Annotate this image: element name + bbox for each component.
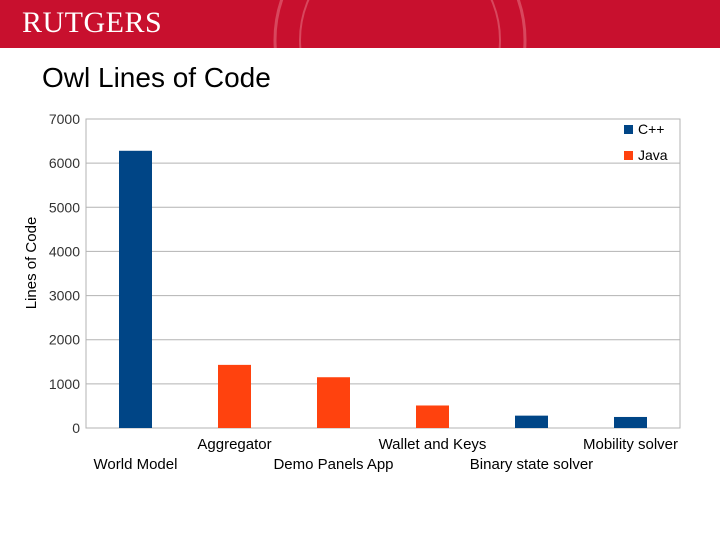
x-tick-label: Demo Panels App [273,456,393,473]
x-tick-label: Mobility solver [583,436,678,453]
y-tick-label: 2000 [49,332,80,348]
bars [119,150,647,429]
legend-swatch [624,125,633,134]
bar-wallet-and-keys [416,405,449,428]
bar-binary-state-solver [515,415,548,428]
rutgers-logo: RUTGERS [22,6,163,39]
bar-demo-panels-app [317,377,350,428]
university-seal-watermark [273,0,527,48]
y-axis-tick-labels: 0 1000 2000 3000 4000 5000 6000 7000 [49,111,80,436]
bar-mobility-solver [614,416,647,428]
x-tick-label: World Model [94,456,178,473]
header-banner: RUTGERS [0,0,720,48]
legend-label: Java [638,147,668,163]
legend-swatch [624,151,633,160]
slide-title: Owl Lines of Code [42,62,271,93]
y-tick-label: 4000 [49,243,80,259]
legend: C++ Java [624,121,668,163]
y-tick-label: 3000 [49,288,80,304]
legend-label: C++ [638,121,664,137]
plot-area [85,118,681,429]
y-tick-label: 6000 [49,155,80,171]
x-tick-label: Binary state solver [470,456,593,473]
y-tick-label: 5000 [49,199,80,215]
bar-aggregator [218,364,251,428]
y-tick-label: 1000 [49,376,80,392]
x-tick-label: Aggregator [197,436,271,453]
bar-world-model [119,150,152,429]
x-tick-label: Wallet and Keys [379,436,487,453]
y-tick-label: 0 [72,420,80,436]
y-axis-label: Lines of Code [23,217,40,310]
gridlines [86,162,680,385]
y-tick-label: 7000 [49,111,80,127]
